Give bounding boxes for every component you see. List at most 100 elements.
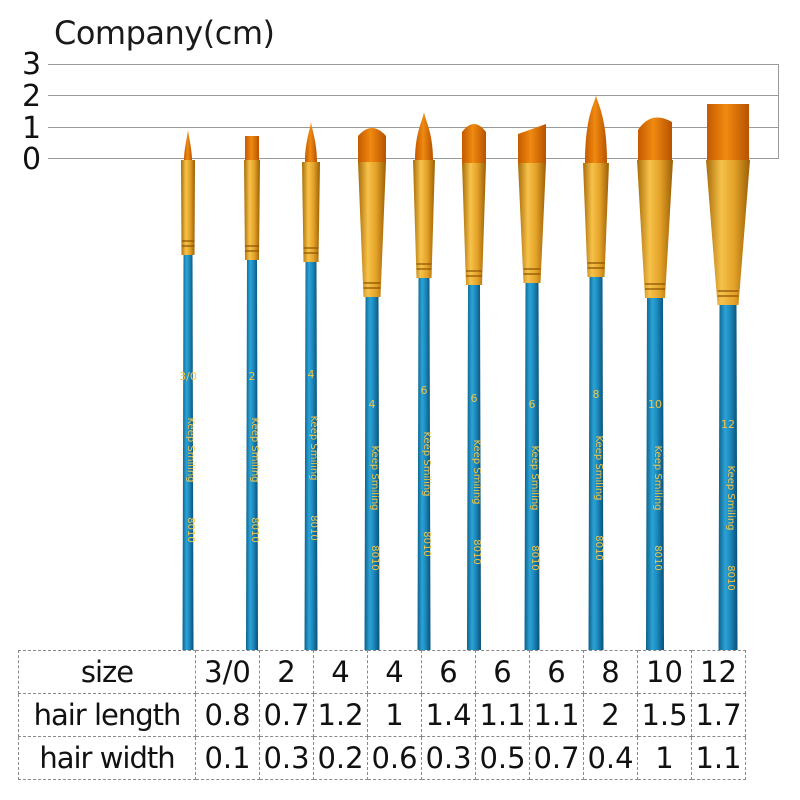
brush-ferrule (583, 163, 609, 277)
table-cell: 12 (691, 650, 746, 694)
brush-hair (184, 130, 192, 160)
table-cell: 6 (475, 650, 530, 694)
table-cell: 3/0 (195, 650, 260, 694)
brush-brand-label: Keep Smiling (593, 436, 604, 501)
brush-set-photo: 3/0 Keep Smiling 8010 2 Keep Smiling 8010 4 Kee… (179, 95, 750, 650)
paint-brush: 6 Keep Smiling 8010 (518, 124, 546, 650)
brush-code-label: 8010 (471, 539, 482, 564)
brush-handle (417, 278, 431, 650)
brush-hair (305, 122, 317, 162)
table-cell: 1.4 (421, 693, 476, 737)
brush-size-label: 3/0 (179, 370, 197, 383)
table-cell: 1.1 (529, 693, 584, 737)
brush-size-label: 6 (421, 384, 428, 397)
brush-brand-label: Keep Smiling (529, 446, 540, 511)
brush-handle (246, 260, 258, 650)
table-cell: 2 (583, 693, 638, 737)
table-cell: 1.1 (475, 693, 530, 737)
table-cell: 2 (259, 650, 314, 694)
table-cell: 0.7 (529, 736, 584, 780)
table-cell: 6 (421, 650, 476, 694)
page-title: Company(cm) (54, 14, 275, 52)
brush-size-label: 8 (593, 388, 600, 401)
table-cell: 0.8 (195, 693, 260, 737)
ruler-frame (48, 64, 779, 159)
brush-ferrule (518, 163, 546, 283)
brush-hair (707, 104, 749, 160)
brush-handle (304, 262, 318, 650)
brush-handle (718, 305, 738, 650)
brush-handle (364, 297, 380, 650)
table-cell: 0.3 (421, 736, 476, 780)
brush-ferrule (358, 162, 386, 297)
paint-brush: 6 Keep Smiling 8010 (462, 124, 486, 650)
brush-brand-label: Keep Smiling (725, 466, 736, 531)
table-cell: 1.7 (691, 693, 746, 737)
brush-code-label: 8010 (593, 535, 604, 560)
paint-brush: 3/0 Keep Smiling 8010 (179, 130, 197, 650)
table-cell: 1.2 (313, 693, 368, 737)
brush-code-label: 8010 (249, 517, 260, 542)
brush-handle (588, 277, 604, 650)
table-cell: 8 (583, 650, 638, 694)
row-header: hair length (18, 693, 196, 737)
brush-hair (638, 117, 672, 160)
brush-code-label: 8010 (185, 517, 196, 542)
paint-brush: 4 Keep Smiling 8010 (358, 128, 386, 650)
brush-brand-label: Keep Smiling (652, 446, 663, 511)
paint-brush: 4 Keep Smiling 8010 (302, 122, 320, 650)
table-cell: 0.3 (259, 736, 314, 780)
brush-hair (585, 95, 607, 163)
row-header: hair width (18, 736, 196, 780)
table-cell: 0.1 (195, 736, 260, 780)
brush-handle (646, 298, 664, 650)
brush-ferrule (181, 160, 195, 255)
brush-brand-label: Keep Smiling (185, 418, 196, 483)
ruler-line-1 (48, 127, 779, 128)
table-cell: 1.5 (637, 693, 692, 737)
table-cell: 6 (529, 650, 584, 694)
brush-brand-label: Keep Smiling (421, 432, 432, 497)
brush-ferrule (637, 160, 673, 298)
table-cell: 0.2 (313, 736, 368, 780)
brush-brand-label: Keep Smiling (471, 440, 482, 505)
ruler-mark-2: 2 (22, 79, 42, 114)
spec-table: size 3/0 2 4 4 6 6 6 8 10 12 hair length 0.8 0.7 1.2 1 1… (18, 650, 746, 780)
table-cell: 4 (367, 650, 422, 694)
brush-size-label: 6 (471, 392, 478, 405)
table-cell: 0.4 (583, 736, 638, 780)
brush-ferrule (244, 160, 260, 260)
size-row: size 3/0 2 4 4 6 6 6 8 10 12 (18, 650, 746, 694)
brush-ferrule (302, 162, 320, 262)
brush-ferrule (462, 163, 486, 285)
paint-brush: 8 Keep Smiling 8010 (583, 95, 609, 650)
table-cell: 4 (313, 650, 368, 694)
hair-length-row: hair length 0.8 0.7 1.2 1 1.4 1.1 1.1 2 1.5 1.7 (18, 693, 746, 737)
table-cell: 0.7 (259, 693, 314, 737)
brush-hair (415, 112, 433, 160)
hair-width-row: hair width 0.1 0.3 0.2 0.6 0.3 0.5 0.7 0.4 1 1.1 (18, 736, 746, 780)
brush-size-label: 6 (529, 398, 536, 411)
brush-size-label: 4 (369, 398, 376, 411)
paint-brush: 10 Keep Smiling 8010 (637, 117, 673, 650)
brush-size-label: 10 (648, 398, 662, 411)
brush-code-label: 8010 (725, 565, 736, 590)
table-cell: 1 (367, 693, 422, 737)
ruler-mark-1: 1 (22, 111, 42, 146)
brush-hair (358, 128, 386, 162)
brush-handle (524, 283, 540, 650)
brush-brand-label: Keep Smiling (369, 446, 380, 511)
brush-handle (467, 285, 481, 650)
brush-brand-label: Keep Smiling (308, 416, 319, 481)
table-cell: 10 (637, 650, 692, 694)
table-cell: 0.6 (367, 736, 422, 780)
brush-size-label: 4 (308, 368, 315, 381)
brush-ferrule (706, 160, 750, 305)
ruler-mark-3: 3 (22, 47, 42, 82)
paint-brush: 2 Keep Smiling 8010 (244, 136, 260, 650)
table-cell: 0.5 (475, 736, 530, 780)
brush-hair (245, 136, 259, 160)
brush-ferrule (413, 160, 435, 278)
brush-size-label: 12 (721, 418, 735, 431)
brush-code-label: 8010 (369, 545, 380, 570)
